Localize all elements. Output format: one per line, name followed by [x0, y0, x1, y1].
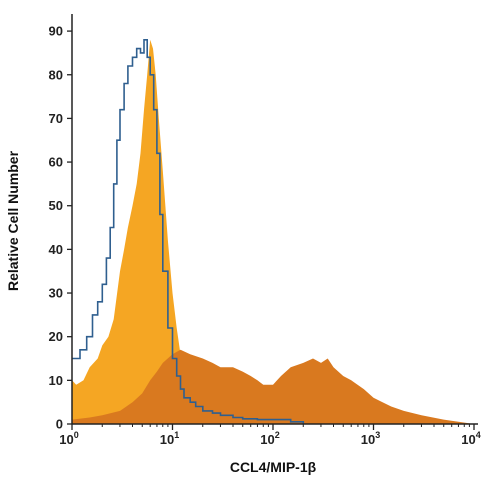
x-tick-label: 104	[461, 430, 480, 447]
x-tick-label: 101	[160, 430, 179, 447]
y-tick-label: 50	[49, 198, 63, 213]
y-axis-ticks: 0 10 20 30 40 50 60 70 80 90	[49, 24, 72, 432]
x-tick-label: 103	[361, 430, 380, 447]
y-tick-label: 20	[49, 329, 63, 344]
y-tick-label: 60	[49, 155, 63, 170]
y-tick-label: 0	[56, 417, 63, 432]
histogram-series-1	[72, 39, 374, 425]
histogram-series-layer	[72, 39, 474, 425]
y-tick-label: 80	[49, 67, 63, 82]
y-tick-label: 70	[49, 111, 63, 126]
y-tick-label: 30	[49, 286, 63, 301]
histogram-series-3	[72, 39, 305, 424]
x-tick-label: 100	[59, 430, 78, 447]
x-axis-ticks: 100 101 102 103 104	[59, 424, 481, 447]
y-axis-title: Relative Cell Number	[5, 150, 21, 291]
y-tick-label: 40	[49, 242, 63, 257]
histogram-series-2	[72, 349, 474, 424]
x-axis-title: CCL4/MIP-1β	[230, 459, 317, 475]
axes	[71, 14, 478, 425]
y-tick-label: 90	[49, 24, 63, 39]
y-tick-label: 10	[49, 373, 63, 388]
x-tick-label: 102	[260, 430, 279, 447]
